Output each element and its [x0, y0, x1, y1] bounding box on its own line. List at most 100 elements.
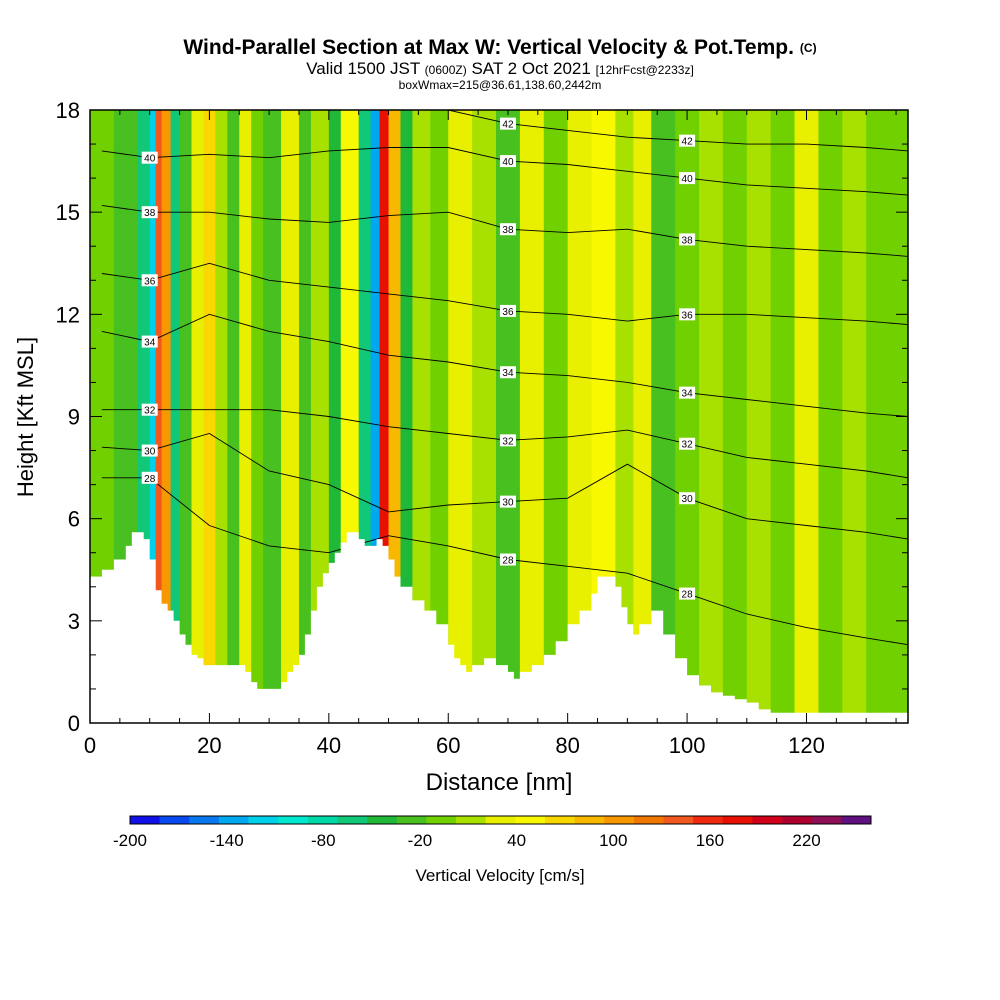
contour-label-30: 30 [502, 498, 514, 509]
colorbar-swatch-14 [544, 816, 575, 824]
colorbar-tick-label: -140 [210, 831, 244, 850]
colorbar-swatch-16 [604, 816, 635, 824]
w-column-6 [170, 110, 181, 723]
contour-label-bg [679, 386, 696, 399]
colorbar-tick-label: -20 [408, 831, 433, 850]
valid-prefix: Valid 1500 JST [306, 59, 420, 78]
contour-label-28: 28 [144, 474, 156, 485]
colorbar-swatch-18 [663, 816, 694, 824]
w-column-13 [251, 110, 264, 723]
contour-label-40: 40 [502, 157, 514, 168]
w-column-4 [155, 110, 163, 723]
contour-label-bg [499, 434, 516, 447]
title-block: Wind-Parallel Section at Max W: Vertical… [0, 36, 1000, 91]
colorbar-swatch-17 [633, 816, 664, 824]
x-tick-label: 100 [669, 733, 706, 758]
y-axis-label: Height [Kft MSL] [13, 337, 38, 497]
y-tick-label: 0 [68, 711, 80, 736]
colorbar-swatch-23 [811, 816, 842, 824]
w-column-35 [633, 110, 652, 723]
w-column-40 [746, 110, 772, 723]
x-tick-label: 60 [436, 733, 460, 758]
theta-contours: 28 28 28 30 30 30 32 32 32 34 34 34 36 36 36 38 38 38 40 40… [101, 110, 908, 646]
contour-label-bg [679, 172, 696, 185]
contour-label-bg [141, 444, 158, 457]
colorbar-swatch-9 [396, 816, 427, 824]
w-column-42 [794, 110, 819, 723]
w-column-44 [842, 110, 867, 723]
colorbar-tick-label: 220 [792, 831, 820, 850]
valid-time-line: Valid 1500 JST (0600Z) SAT 2 Oct 2021 [1… [0, 60, 1000, 79]
w-column-5 [161, 110, 172, 723]
contour-label-bg [499, 223, 516, 236]
contour-label-bg [679, 437, 696, 450]
contour-label-34: 34 [144, 338, 156, 349]
contour-label-38: 38 [682, 235, 694, 246]
contour-label-bg [141, 335, 158, 348]
contour-label-30: 30 [144, 447, 156, 458]
colorbar-swatch-7 [337, 816, 368, 824]
colorbar: -200 -140 -80 -20 40 100 160 220 [113, 815, 872, 850]
w-column-16 [298, 110, 312, 723]
w-column-7 [179, 110, 193, 723]
w-column-17 [310, 110, 330, 723]
contour-label-bg [499, 117, 516, 130]
contour-label-bg [679, 134, 696, 147]
w-column-21 [370, 110, 381, 723]
x-tick-label: 40 [317, 733, 341, 758]
colorbar-swatch-2 [189, 816, 220, 824]
colorbar-swatch-21 [752, 816, 783, 824]
colorbar-swatch-20 [722, 816, 753, 824]
contour-label-bg [141, 151, 158, 164]
w-column-38 [699, 110, 724, 723]
contour-label-bg [141, 274, 158, 287]
contour-label-32: 32 [682, 440, 694, 451]
contour-label-bg [499, 304, 516, 317]
y-tick-label: 18 [56, 98, 80, 123]
w-column-15 [281, 110, 300, 723]
contour-label-bg [679, 587, 696, 600]
w-column-41 [770, 110, 796, 723]
w-column-12 [239, 110, 252, 723]
colorbar-tick-label: 100 [599, 831, 627, 850]
colorbar-swatch-19 [693, 816, 724, 824]
w-column-39 [722, 110, 748, 723]
w-column-10 [215, 110, 228, 723]
w-column-37 [675, 110, 700, 723]
contour-label-bg [499, 366, 516, 379]
w-column-3 [149, 110, 157, 723]
box-info: boxWmax=215@36.61,138.60,2442m [398, 78, 602, 92]
colorbar-swatch-0 [130, 816, 160, 824]
forecast-info: [12hrFcst@2233z] [595, 63, 694, 77]
contour-label-28: 28 [682, 590, 694, 601]
contour-label-34: 34 [502, 368, 514, 379]
w-column-27 [448, 110, 473, 723]
contour-label-bg [499, 495, 516, 508]
w-column-28 [472, 110, 497, 723]
y-tick-label: 15 [56, 200, 80, 225]
contour-label-bg [141, 403, 158, 416]
contour-label-38: 38 [502, 225, 514, 236]
w-column-25 [412, 110, 431, 723]
contour-label-30: 30 [682, 494, 694, 505]
x-tick-label: 20 [197, 733, 221, 758]
valid-utc: (0600Z) [424, 63, 467, 77]
contour-label-bg [141, 206, 158, 219]
y-tick-label: 3 [68, 609, 80, 634]
colorbar-swatch-13 [515, 816, 546, 824]
terrain-mask [90, 532, 908, 723]
contour-label-40: 40 [144, 154, 156, 165]
x-axis-label: Distance [nm] [426, 769, 573, 796]
y-tick-label: 6 [68, 507, 80, 532]
contour-label-42: 42 [682, 137, 694, 148]
contour-label-bg [679, 233, 696, 246]
contour-label-42: 42 [502, 120, 514, 131]
x-tick-label: 80 [555, 733, 579, 758]
colorbar-swatch-4 [248, 816, 279, 824]
colorbar-tick-label: -200 [113, 831, 147, 850]
contour-label-32: 32 [144, 406, 156, 417]
colorbar-frame [129, 815, 872, 825]
colorbar-swatch-22 [782, 816, 813, 824]
